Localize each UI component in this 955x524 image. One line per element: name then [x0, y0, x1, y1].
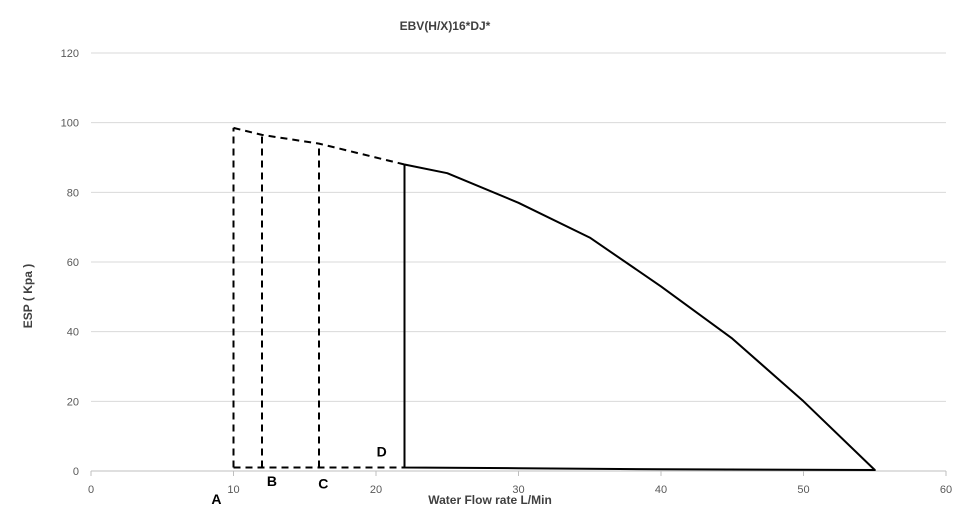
y-axis-label: ESP ( Kpa )	[21, 264, 35, 328]
y-tick-label: 80	[67, 187, 79, 199]
y-tick-label: 120	[61, 48, 79, 60]
x-tick-label: 30	[512, 484, 524, 496]
y-tick-label: 60	[67, 257, 79, 269]
tick-labels: 0 20 40 60 80 100 120 0 10 20 30 40 50 60	[61, 48, 952, 496]
y-tick-label: 0	[73, 466, 79, 478]
chart-title: EBV(H/X)16*DJ*	[400, 19, 491, 33]
axes	[90, 470, 947, 476]
x-tick-label: 20	[370, 484, 382, 496]
y-tick-label: 100	[61, 118, 79, 130]
annotation-a: A	[211, 491, 221, 507]
x-tick-label: 50	[797, 484, 809, 496]
x-axis-label: Water Flow rate L/Min	[428, 493, 552, 507]
x-tick-label: 0	[88, 484, 94, 496]
x-tick-label: 40	[655, 484, 667, 496]
series-line-2	[233, 126, 405, 166]
annotation-d: D	[377, 443, 387, 459]
series-line-1	[403, 163, 876, 471]
x-tick-label: 60	[940, 484, 952, 496]
series-group	[232, 126, 876, 471]
annotation-c: C	[318, 475, 328, 491]
y-tick-label: 40	[67, 327, 79, 339]
annotations: A B C D	[211, 443, 386, 507]
y-tick-label: 20	[67, 396, 79, 408]
annotation-b: B	[267, 473, 277, 489]
x-tick-label: 10	[227, 484, 239, 496]
